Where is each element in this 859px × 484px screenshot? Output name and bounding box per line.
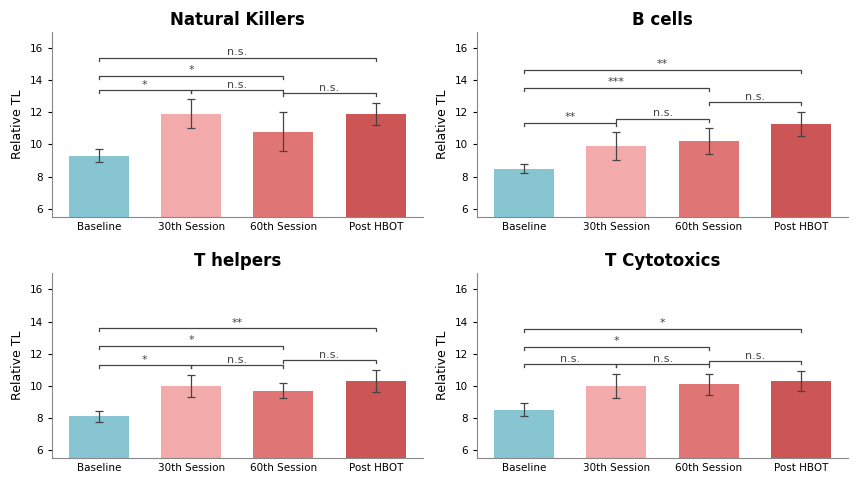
- Title: T Cytotoxics: T Cytotoxics: [605, 253, 720, 271]
- Text: **: **: [232, 318, 243, 328]
- Bar: [69, 416, 129, 484]
- Y-axis label: Relative TL: Relative TL: [11, 331, 24, 400]
- Text: n.s.: n.s.: [227, 355, 247, 364]
- Bar: [253, 391, 314, 484]
- Text: n.s.: n.s.: [745, 350, 765, 361]
- Bar: [253, 132, 314, 305]
- Bar: [679, 384, 739, 484]
- Text: **: **: [657, 60, 668, 70]
- Bar: [161, 386, 221, 484]
- Text: *: *: [660, 318, 666, 329]
- Bar: [679, 141, 739, 305]
- Title: Natural Killers: Natural Killers: [170, 11, 305, 29]
- Text: n.s.: n.s.: [320, 350, 339, 360]
- Bar: [69, 156, 129, 305]
- Text: n.s.: n.s.: [320, 83, 339, 93]
- Text: *: *: [142, 79, 148, 90]
- Text: **: **: [564, 112, 576, 122]
- Bar: [494, 410, 554, 484]
- Text: n.s.: n.s.: [560, 354, 581, 364]
- Text: n.s.: n.s.: [653, 108, 673, 119]
- Y-axis label: Relative TL: Relative TL: [11, 90, 24, 159]
- Y-axis label: Relative TL: Relative TL: [436, 331, 449, 400]
- Text: n.s.: n.s.: [227, 47, 247, 58]
- Text: *: *: [613, 336, 619, 346]
- Text: *: *: [188, 65, 194, 75]
- Text: *: *: [188, 335, 194, 345]
- Y-axis label: Relative TL: Relative TL: [436, 90, 449, 159]
- Text: *: *: [142, 355, 148, 364]
- Bar: [494, 168, 554, 305]
- Title: B cells: B cells: [632, 11, 693, 29]
- Bar: [345, 114, 405, 305]
- Bar: [345, 381, 405, 484]
- Text: ***: ***: [608, 77, 624, 87]
- Title: T helpers: T helpers: [193, 253, 281, 271]
- Text: n.s.: n.s.: [653, 354, 673, 364]
- Text: n.s.: n.s.: [227, 79, 247, 90]
- Bar: [771, 123, 831, 305]
- Bar: [587, 146, 647, 305]
- Text: n.s.: n.s.: [745, 91, 765, 102]
- Bar: [587, 386, 647, 484]
- Bar: [161, 114, 221, 305]
- Bar: [771, 381, 831, 484]
